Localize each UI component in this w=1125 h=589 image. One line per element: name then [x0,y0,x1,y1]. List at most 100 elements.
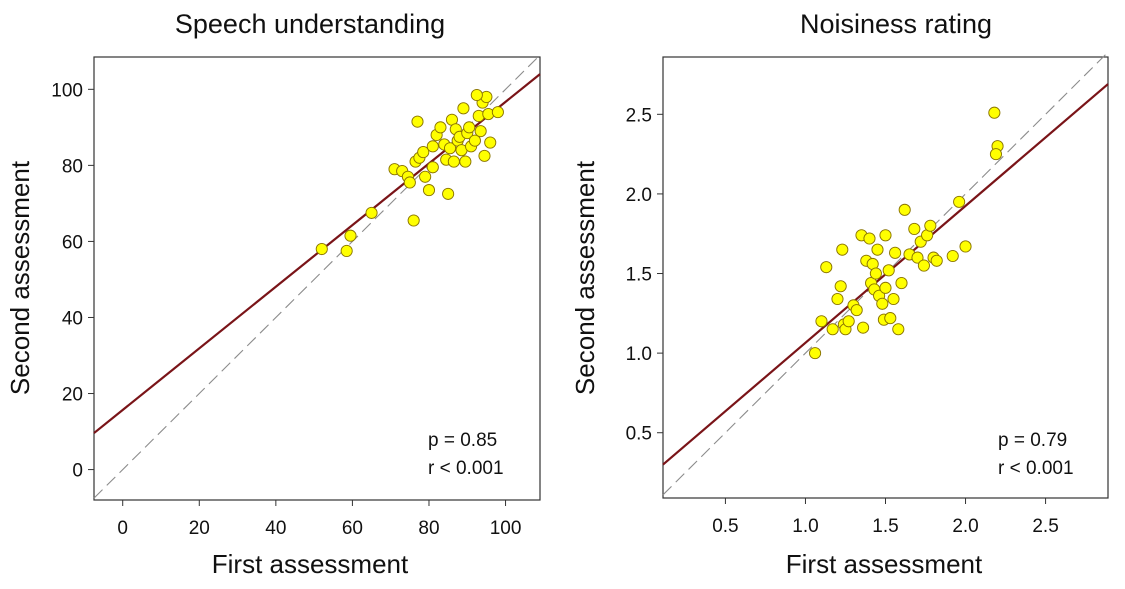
data-point [959,240,972,253]
data-point [863,232,876,245]
x-tick-label: 40 [265,518,286,539]
data-point [340,244,353,257]
y-tick-label: 100 [51,80,83,101]
data-point [946,249,959,263]
plot-area [662,51,1109,496]
data-point [417,146,430,159]
y-axis: 0 20 40 60 80 100 [51,80,94,482]
data-point [988,106,1001,119]
data-point [930,254,943,267]
stat-p-value: p = 0.79 [998,430,1067,451]
data-point [422,184,436,197]
data-point [924,219,937,232]
data-point [484,136,497,149]
data-point [834,280,847,293]
y-tick-label: 0 [72,461,83,482]
y-tick-label: 0.5 [626,424,652,445]
data-point [407,214,420,227]
data-point [879,229,892,242]
data-point [815,315,828,328]
y-tick-label: 40 [62,308,83,329]
data-point [468,134,481,147]
data-point [895,277,908,290]
data-point [442,187,455,200]
x-tick-label: 20 [189,518,210,539]
x-tick-label: 80 [418,518,439,539]
data-point [889,246,902,259]
data-point [459,155,472,168]
data-point [344,229,357,242]
data-point [887,292,900,306]
data-point [917,259,930,272]
data-point [908,222,921,235]
y-tick-label: 2.0 [626,185,652,206]
x-axis-label: First assessment [212,549,409,579]
data-point [953,195,966,208]
y-tick-label: 1.5 [626,265,652,286]
chart-title: Noisiness rating [800,9,992,39]
y-axis-label: Second assessment [5,160,35,395]
y-tick-label: 20 [62,385,83,406]
x-tick-label: 2.0 [952,516,978,537]
plot-frame [93,56,541,501]
x-tick-label: 0 [117,518,128,539]
x-tick-label: 2.5 [1032,516,1058,537]
x-tick-label: 1.0 [792,516,818,537]
y-tick-label: 60 [62,232,83,253]
data-point [836,243,849,256]
y-tick-label: 80 [62,156,83,177]
data-point [426,140,439,153]
data-point [447,155,460,168]
data-point [478,149,491,162]
x-tick-label: 0.5 [712,516,738,537]
x-axis-label: First assessment [786,549,983,579]
data-point [842,315,855,328]
data-point [857,321,870,334]
x-axis: 0.5 1.0 1.5 2.0 2.5 [712,498,1059,537]
data-point [831,292,844,306]
data-point [869,267,882,280]
data-point [826,323,839,336]
data-point [457,102,470,115]
data-point [474,125,487,138]
data-point [882,264,895,277]
chart-title: Speech understanding [175,9,445,39]
y-tick-label: 2.5 [626,105,652,126]
data-point [411,115,424,128]
data-point [443,142,457,155]
data-point [491,106,504,119]
data-point [315,242,328,256]
data-point [850,304,863,317]
data-point [403,176,416,189]
x-tick-label: 60 [342,518,363,539]
data-point [820,261,833,274]
data-point [911,251,924,264]
stat-r-value: r < 0.001 [428,458,504,479]
stat-p-value: p = 0.85 [428,430,497,451]
x-axis: 0 20 40 60 80 100 [117,500,521,539]
data-point [884,312,897,325]
data-point [809,347,822,360]
data-point [876,297,889,310]
data-point [989,148,1002,161]
stat-r-value: r < 0.001 [998,458,1074,479]
data-point [898,203,911,216]
plot-area [93,54,541,499]
data-point [434,121,447,134]
data-point [463,121,476,134]
chart-speech-understanding: Speech understanding 0 20 40 60 80 100 0 20 40 6… [5,9,541,579]
y-axis-label: Second assessment [570,160,600,395]
x-tick-label: 100 [490,518,522,539]
chart-noisiness-rating: Noisiness rating 0.5 1.0 1.5 2.0 2.5 0.5 1.0 1… [570,9,1109,579]
y-axis: 0.5 1.0 1.5 2.0 2.5 [626,105,663,445]
data-point [365,206,378,219]
x-tick-label: 1.5 [872,516,898,537]
data-point [426,161,439,174]
y-tick-label: 1.0 [626,344,652,365]
data-point [879,281,892,294]
data-point [892,323,905,336]
data-point [419,170,432,183]
data-point [470,88,483,102]
data-point [871,243,884,256]
